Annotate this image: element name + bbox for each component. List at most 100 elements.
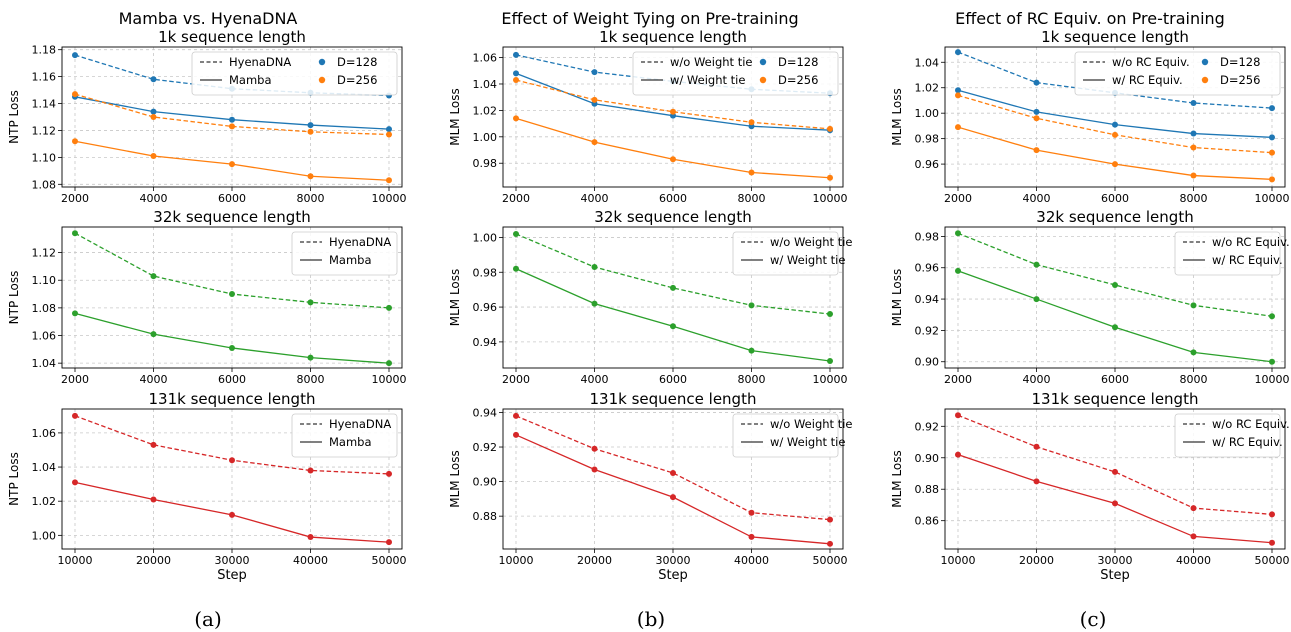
panels: 2000 4000 6000 8000 10000 1.08 1.10 1.12 1.14 1.1…	[7, 28, 1290, 583]
sublabel-b: (b)	[637, 607, 665, 631]
data-point	[1190, 533, 1197, 540]
data-point	[229, 344, 235, 351]
legend-marker	[1201, 76, 1209, 84]
y-tick-label: 0.94	[473, 336, 498, 349]
data-point	[1269, 539, 1275, 546]
data-point	[670, 108, 676, 115]
y-tick-label: 1.06	[32, 330, 57, 343]
y-tick-label: 1.00	[32, 529, 57, 542]
data-point	[307, 534, 314, 541]
y-tick-label: 1.18	[32, 44, 57, 57]
data-point	[72, 52, 78, 59]
panel-title: 131k sequence length	[149, 390, 316, 408]
panel-6: 2000 4000 6000 8000 10000 0.90 0.92 0.94 0.96 0.9…	[890, 208, 1290, 386]
y-axis-label: NTP Loss	[7, 452, 21, 506]
data-point	[748, 302, 755, 309]
y-tick-label: 1.02	[473, 104, 498, 117]
x-tick-label: 6000	[218, 192, 246, 205]
legend-marker	[759, 58, 767, 66]
data-point	[955, 92, 961, 99]
data-point	[229, 457, 235, 464]
y-tick-label: 1.10	[32, 151, 57, 164]
panel-title: 32k sequence length	[1036, 208, 1193, 226]
legend: w/o RC Equiv. w/ RC Equiv.	[1174, 231, 1290, 276]
data-point	[955, 412, 961, 419]
y-tick-label: 0.98	[915, 133, 940, 146]
panel-title: 131k sequence length	[590, 390, 757, 408]
data-point	[670, 284, 676, 291]
x-tick-label: 2000	[944, 192, 972, 205]
legend-entry: w/ RC Equiv.	[1112, 73, 1183, 87]
data-point	[955, 267, 961, 274]
y-tick-label: 1.14	[32, 98, 57, 111]
data-point	[150, 114, 157, 120]
data-point	[670, 323, 676, 330]
data-point	[1033, 108, 1040, 115]
y-tick-label: 1.06	[32, 427, 57, 440]
y-tick-label: 0.92	[915, 324, 940, 337]
x-tick-label: 10000	[372, 373, 407, 386]
panel-title: 1k sequence length	[599, 28, 747, 46]
data-point	[1033, 296, 1040, 303]
x-tick-label: 2000	[61, 373, 89, 386]
x-tick-label: 2000	[944, 373, 972, 386]
legend-entry: D=128	[1220, 55, 1260, 69]
x-tick-label: 50000	[1255, 554, 1290, 567]
data-point	[150, 331, 157, 338]
data-point	[1190, 144, 1197, 151]
data-point	[1269, 105, 1275, 112]
series-line-1	[957, 414, 1273, 516]
x-tick-label: 8000	[738, 373, 766, 386]
data-point	[72, 91, 78, 98]
y-tick-label: 0.98	[473, 157, 498, 170]
data-point	[72, 230, 78, 237]
panel-9: 10000 20000 30000 40000 50000 0.86 0.88 0.90 0.9…	[890, 390, 1290, 583]
y-tick-label: 1.10	[32, 274, 57, 287]
sublabel-c: (c)	[1080, 607, 1107, 631]
y-tick-label: 1.02	[32, 495, 57, 508]
data-point	[591, 264, 598, 271]
data-point	[150, 273, 157, 280]
data-point	[1112, 131, 1118, 138]
data-point	[1190, 130, 1197, 137]
x-tick-label: 30000	[656, 554, 691, 567]
legend: HyenaDNA Mamba D=128 D=256	[191, 51, 398, 96]
x-tick-label: 8000	[738, 192, 766, 205]
data-point	[1033, 443, 1040, 450]
data-point	[1269, 313, 1275, 320]
x-tick-label: 30000	[215, 554, 250, 567]
legend: w/o Weight tie w/ Weight tie D=128 D=256	[632, 51, 839, 96]
legend-box	[1174, 231, 1281, 276]
x-tick-label: 6000	[659, 192, 687, 205]
legend-entry: w/ RC Equiv.	[1212, 435, 1283, 449]
data-point	[1190, 100, 1197, 106]
data-point	[591, 69, 598, 76]
data-point	[955, 49, 961, 56]
data-point	[1112, 161, 1118, 168]
x-tick-label: 4000	[581, 373, 609, 386]
y-tick-label: 1.08	[32, 178, 57, 191]
y-tick-label: 0.90	[473, 476, 498, 489]
legend-entry: D=128	[778, 55, 818, 69]
data-point	[1112, 324, 1118, 331]
legend-marker	[1201, 58, 1209, 66]
x-tick-label: 10000	[813, 192, 848, 205]
data-point	[827, 125, 833, 132]
data-point	[386, 539, 392, 546]
data-point	[513, 265, 519, 272]
data-point	[827, 174, 833, 181]
x-tick-label: 8000	[1180, 373, 1208, 386]
y-tick-label: 0.92	[915, 420, 940, 433]
data-point	[307, 299, 314, 306]
legend-entry: w/o RC Equiv.	[1212, 235, 1290, 249]
x-tick-label: 2000	[61, 192, 89, 205]
panel-5: 2000 4000 6000 8000 10000 0.94 0.96 0.98 1.00 32k…	[448, 208, 852, 386]
legend-entry: D=256	[337, 73, 377, 87]
legend: w/o RC Equiv. w/ RC Equiv. D=128 D=256	[1074, 51, 1281, 96]
legend-entry: D=128	[337, 55, 377, 69]
panel-title: 32k sequence length	[594, 208, 751, 226]
y-tick-label: 0.96	[915, 158, 940, 171]
y-tick-label: 1.08	[32, 302, 57, 315]
x-tick-label: 4000	[140, 192, 168, 205]
